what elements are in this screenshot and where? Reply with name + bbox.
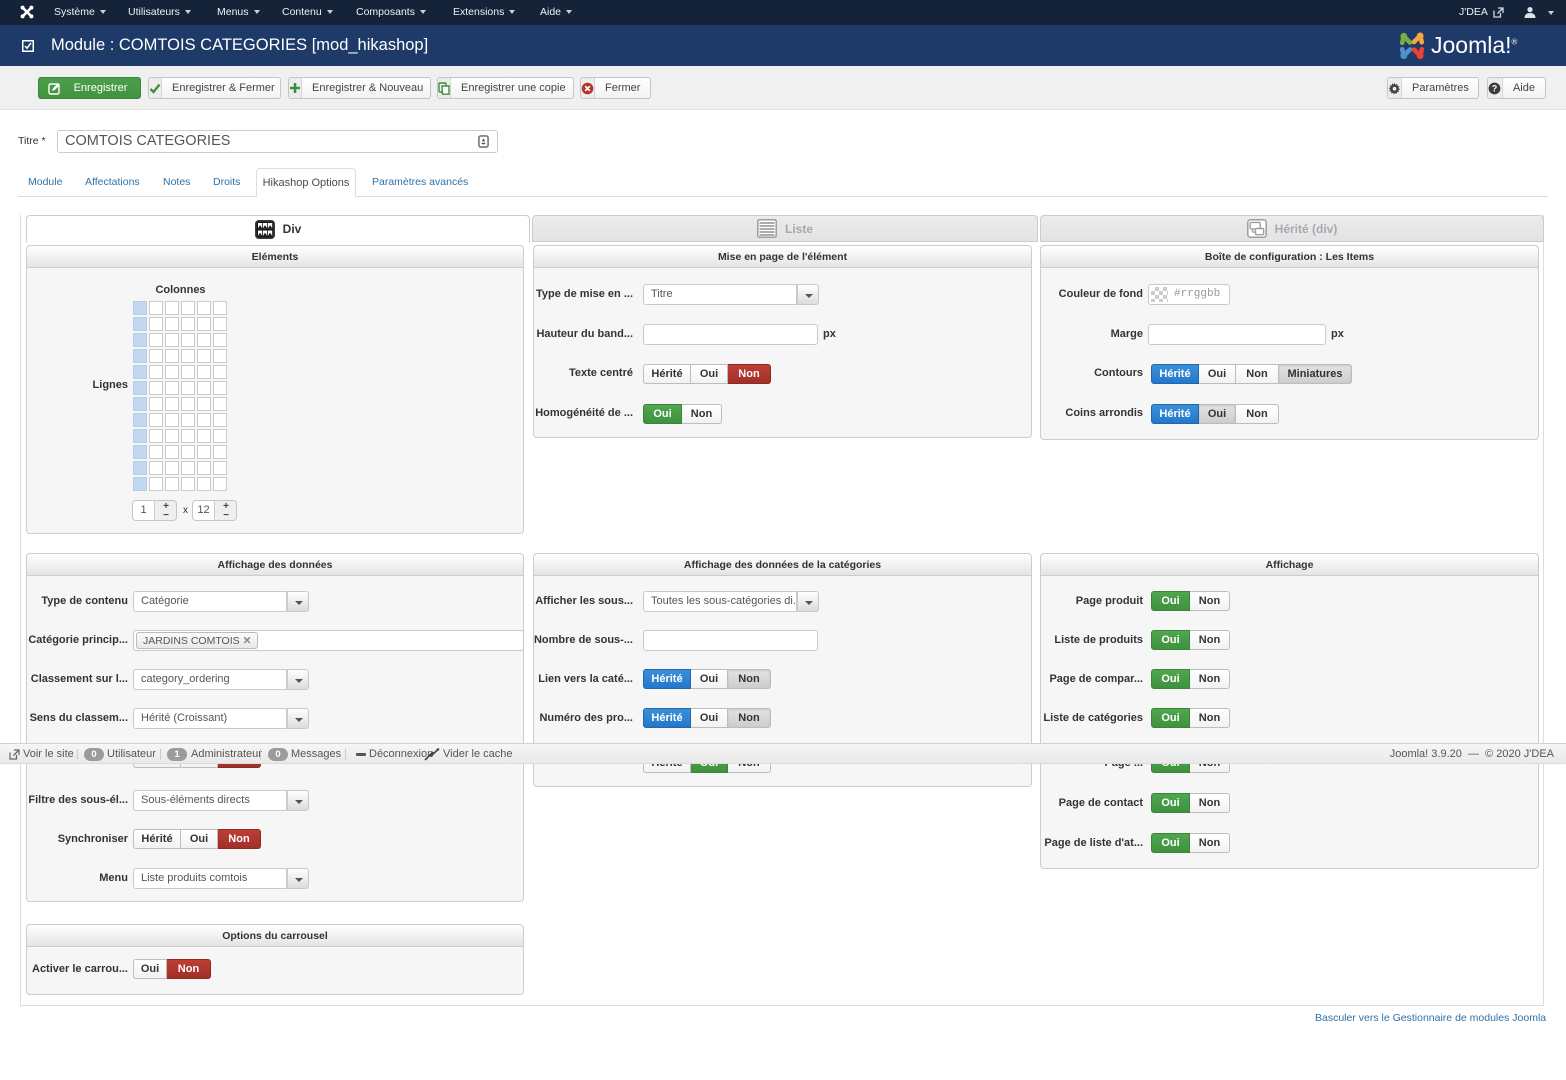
svg-text:?: ? [1492, 83, 1498, 93]
